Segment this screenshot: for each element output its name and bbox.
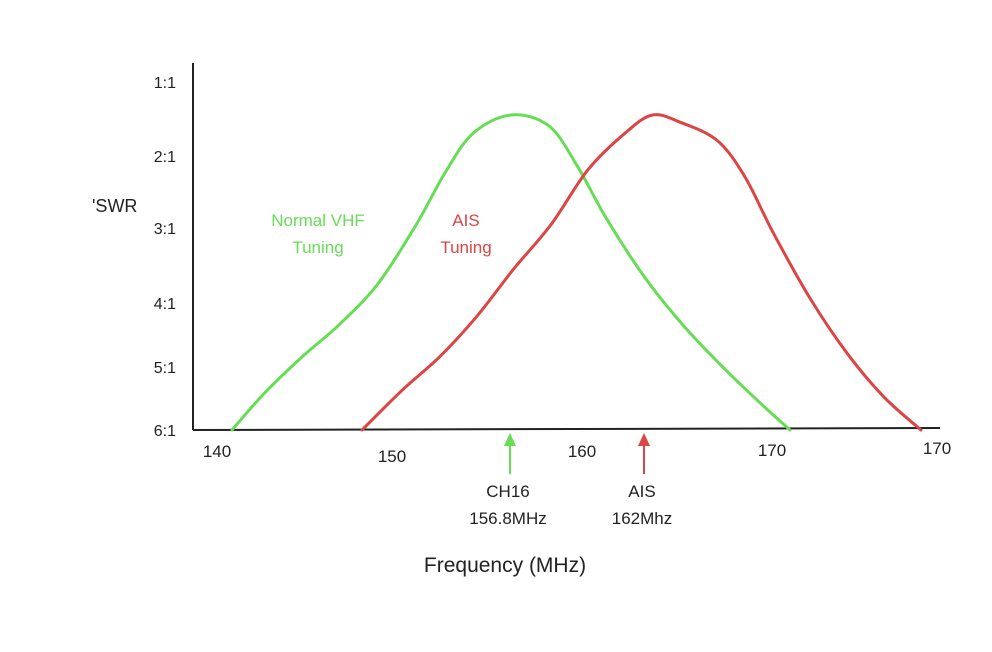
x-axis-title: Frequency (MHz) (424, 554, 586, 577)
x-tick-label: 170 (923, 439, 951, 458)
series-label: Tuning (292, 238, 343, 257)
annotation-arrow-head (504, 433, 516, 446)
axes: 1:1 2:1 3:1 4:1 5:1 6:1 140 150 160 170 170 'SWR Fre… (92, 63, 951, 577)
annotation-label: 156.8MHz (469, 509, 546, 528)
annotation-label: CH16 (486, 482, 529, 501)
series-group (230, 113, 923, 432)
y-tick-label: 5:1 (154, 360, 176, 377)
x-tick-label: 160 (568, 442, 596, 461)
labels-group: Normal VHF Tuning AIS Tuning CH16 156.8MHz AIS… (271, 211, 672, 528)
y-tick-label: 2:1 (154, 149, 176, 166)
annotation-label: 162Mhz (612, 509, 672, 528)
y-tick-label: 1:1 (154, 75, 176, 92)
y-tick-label: 6:1 (154, 423, 176, 440)
x-axis-line (192, 427, 941, 431)
series-label: Tuning (440, 238, 491, 257)
x-tick-label: 140 (203, 442, 231, 461)
annotation-arrow-head (638, 433, 650, 446)
x-tick-label: 150 (378, 447, 406, 466)
series-line (230, 113, 792, 432)
series-label: Normal VHF (271, 211, 365, 230)
annotation-label: AIS (628, 482, 655, 501)
y-tick-label: 3:1 (154, 221, 176, 238)
y-tick-label: 4:1 (154, 296, 176, 313)
y-axis-title: 'SWR (92, 196, 137, 216)
x-tick-label: 170 (758, 441, 786, 460)
series-line (360, 113, 923, 432)
series-label: AIS (452, 211, 479, 230)
